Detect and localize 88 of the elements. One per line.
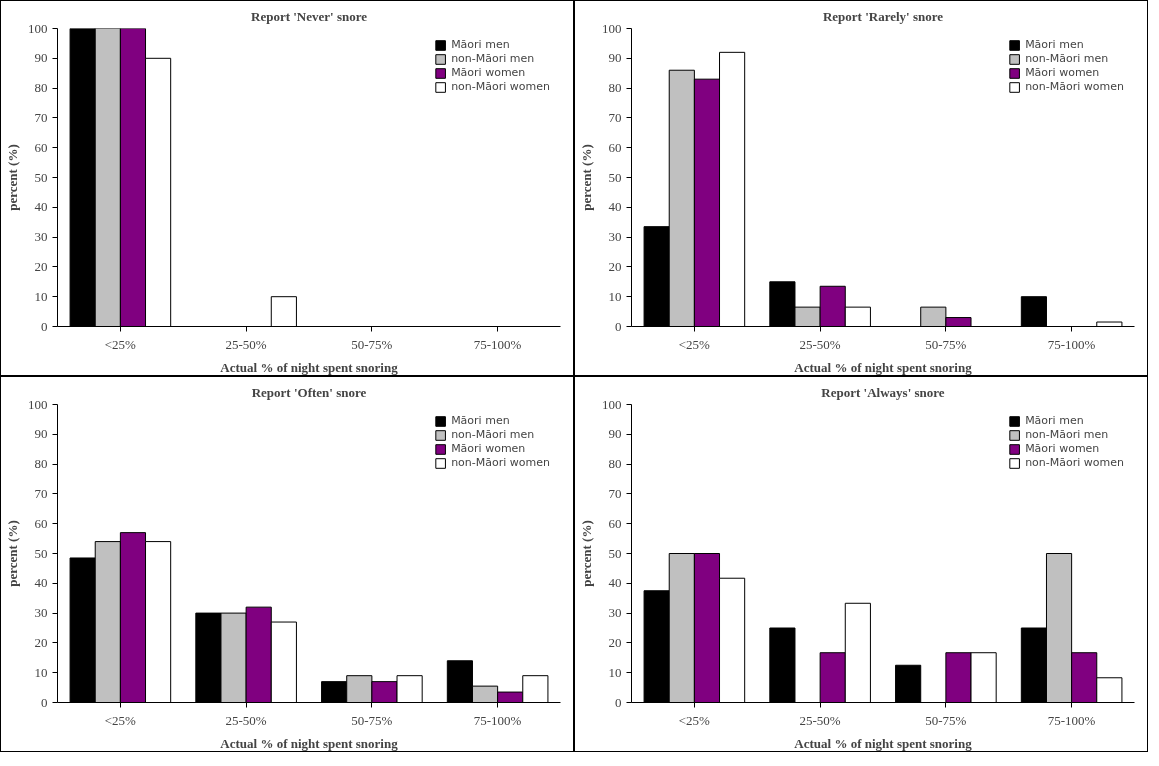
x-tick-label: 75-100% [473, 336, 522, 352]
x-tick-label: 25-50% [799, 336, 841, 352]
x-tick-label: 75-100% [473, 712, 522, 728]
x-axis-title: Actual % of night spent snoring [220, 735, 399, 751]
legend-label: non-Māori men [1025, 428, 1109, 441]
y-tick-label: 20 [34, 258, 48, 274]
legend-label: non-Māori women [1025, 456, 1124, 469]
y-tick-label: 100 [28, 20, 48, 36]
y-tick-label: 0 [41, 318, 48, 334]
x-tick-label: 25-50% [799, 712, 841, 728]
y-tick-label: 70 [34, 485, 48, 501]
y-tick-label: 80 [34, 80, 48, 96]
legend-label: non-Māori women [1025, 80, 1124, 93]
y-tick-label: 10 [34, 288, 48, 304]
y-tick-label: 40 [34, 575, 48, 591]
y-tick-label: 80 [608, 456, 622, 472]
y-tick-label: 70 [608, 109, 622, 125]
x-tick-label: 75-100% [1047, 712, 1096, 728]
x-axis-title: Actual % of night spent snoring [220, 359, 399, 375]
y-tick-label: 60 [34, 139, 48, 155]
y-tick-label: 30 [34, 605, 48, 621]
y-tick-label: 100 [602, 396, 622, 412]
x-tick-label: 25-50% [225, 712, 267, 728]
y-tick-label: 90 [34, 50, 48, 66]
y-tick-label: 60 [608, 139, 622, 155]
legend-label: non-Māori men [451, 52, 535, 65]
y-tick-label: 80 [34, 456, 48, 472]
legend-label: non-Māori women [451, 80, 550, 93]
y-tick-label: 50 [608, 545, 622, 561]
x-tick-label: 75-100% [1047, 336, 1096, 352]
y-tick-label: 10 [608, 288, 622, 304]
x-axis-title: Actual % of night spent snoring [794, 359, 973, 375]
y-tick-label: 90 [608, 426, 622, 442]
y-tick-label: 40 [608, 575, 622, 591]
x-tick-label: <25% [678, 712, 711, 728]
y-tick-label: 20 [608, 258, 622, 274]
chart-title: Report 'Often' snore [251, 384, 367, 400]
legend-label: Māori men [451, 414, 510, 427]
y-tick-label: 40 [608, 199, 622, 215]
y-tick-label: 60 [34, 515, 48, 531]
x-tick-label: <25% [104, 336, 137, 352]
legend-label: Māori men [1025, 38, 1084, 51]
y-axis-title: percent (%) [5, 144, 20, 211]
y-tick-label: 30 [608, 605, 622, 621]
y-tick-label: 20 [608, 634, 622, 650]
legend-label: Māori women [1025, 442, 1100, 455]
x-tick-label: 50-75% [351, 336, 393, 352]
x-tick-label: 50-75% [925, 336, 967, 352]
y-tick-label: 50 [608, 169, 622, 185]
legend-label: non-Māori women [451, 456, 550, 469]
legend-label: Māori men [1025, 414, 1084, 427]
y-tick-label: 10 [34, 664, 48, 680]
y-tick-label: 70 [34, 109, 48, 125]
y-tick-label: 20 [34, 634, 48, 650]
y-axis-title: percent (%) [5, 520, 20, 587]
y-tick-label: 0 [615, 694, 622, 710]
y-tick-label: 90 [34, 426, 48, 442]
chart-title: Report 'Always' snore [821, 384, 945, 400]
y-tick-label: 30 [34, 229, 48, 245]
y-tick-label: 50 [34, 545, 48, 561]
chart-title: Report 'Never' snore [251, 8, 368, 24]
y-axis-title: percent (%) [579, 520, 594, 587]
x-axis-title: Actual % of night spent snoring [794, 735, 973, 751]
y-tick-label: 40 [34, 199, 48, 215]
x-tick-label: <25% [678, 336, 711, 352]
y-tick-label: 0 [615, 318, 622, 334]
legend-label: Māori women [1025, 66, 1100, 79]
y-tick-label: 100 [602, 20, 622, 36]
y-tick-label: 50 [34, 169, 48, 185]
y-tick-label: 90 [608, 50, 622, 66]
y-tick-label: 30 [608, 229, 622, 245]
y-tick-label: 70 [608, 485, 622, 501]
y-tick-label: 80 [608, 80, 622, 96]
y-tick-label: 0 [41, 694, 48, 710]
x-tick-label: 25-50% [225, 336, 267, 352]
legend-label: Māori women [451, 442, 526, 455]
y-tick-label: 60 [608, 515, 622, 531]
x-tick-label: 50-75% [925, 712, 967, 728]
legend-label: Māori women [451, 66, 526, 79]
legend-label: Māori men [451, 38, 510, 51]
x-tick-label: 50-75% [351, 712, 393, 728]
y-tick-label: 100 [28, 396, 48, 412]
y-axis-title: percent (%) [579, 144, 594, 211]
x-tick-label: <25% [104, 712, 137, 728]
chart-title: Report 'Rarely' snore [822, 8, 944, 24]
legend-label: non-Māori men [1025, 52, 1109, 65]
legend-label: non-Māori men [451, 428, 535, 441]
y-tick-label: 10 [608, 664, 622, 680]
